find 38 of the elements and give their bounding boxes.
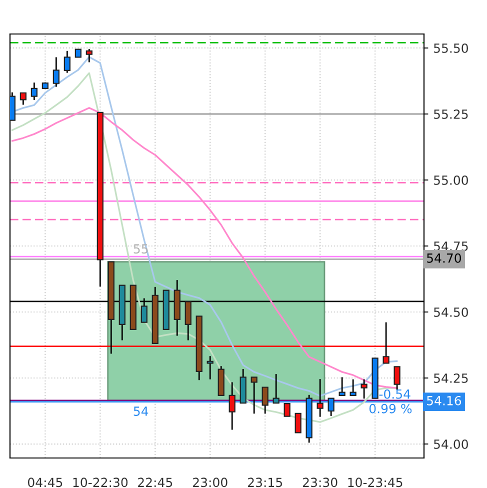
candlestick: [206, 355, 214, 380]
x-tick-label: 22:45: [138, 478, 172, 488]
y-tick-label: 55.25: [434, 109, 468, 119]
y-tick-label: 54.50: [434, 307, 468, 317]
ref-line-label: 54.16: [427, 396, 462, 406]
candlestick: [272, 373, 280, 404]
candlestick: [250, 376, 258, 414]
candlestick: [350, 378, 356, 396]
ref-line-label: 54.70: [427, 253, 462, 263]
x-tick-label: 04:45: [28, 478, 62, 488]
y-tick-label: 55.50: [434, 43, 468, 53]
candlestick: [64, 50, 70, 74]
candlestick: [284, 403, 290, 417]
x-tick-label: 23:30: [302, 478, 338, 488]
y-tick-label: 54.00: [434, 439, 468, 449]
candlestick: [360, 378, 368, 400]
candlestick: [328, 398, 334, 417]
candlestick: [52, 56, 60, 88]
x-tick-label: 23:00: [193, 478, 228, 488]
candlestick: [86, 48, 92, 63]
candlestick: [382, 322, 390, 364]
candlestick: [228, 382, 236, 430]
candlestick: [294, 412, 302, 434]
candlestick: [394, 366, 400, 391]
candlestick: [338, 376, 346, 396]
y-tick-label: 54.25: [434, 373, 468, 383]
y-tick-label: 55.00: [434, 175, 468, 185]
annotation: 54: [134, 406, 148, 416]
annotation: 0.99 %: [369, 404, 412, 414]
line-series: [11, 107, 398, 389]
candlestick: [20, 92, 26, 106]
candlestick: [262, 386, 268, 414]
x-tick-label: 23:15: [248, 478, 282, 488]
candlestick: [316, 378, 324, 418]
annotation: -0.54: [379, 389, 410, 399]
x-tick-label: 10-22:30: [73, 478, 128, 488]
x-tick-label: 10-23:45: [348, 478, 402, 488]
candlestick: [30, 82, 38, 101]
